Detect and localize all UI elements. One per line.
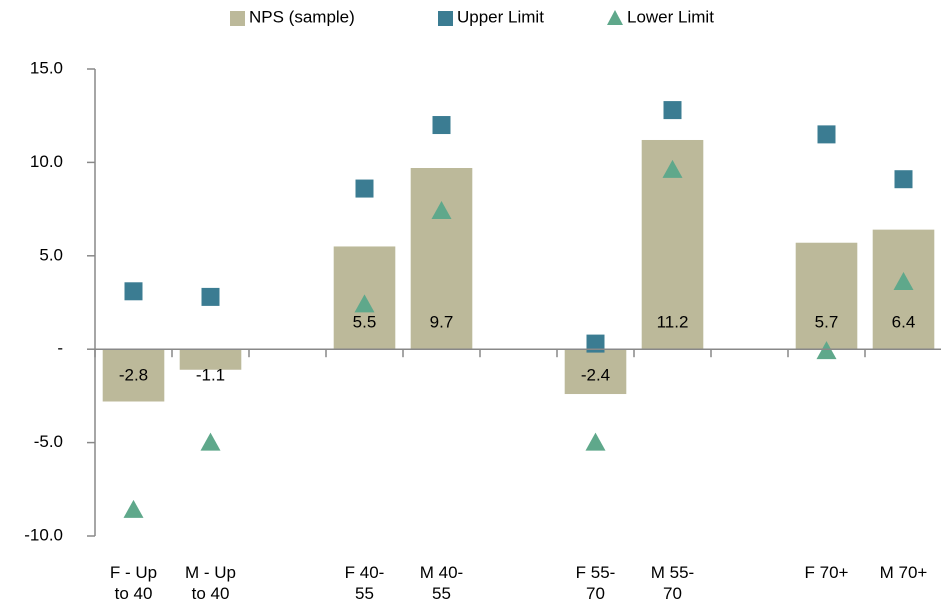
lower-marker [662, 159, 683, 178]
lower-marker [431, 200, 452, 219]
x-tick-label: F - Up to 40 [109, 563, 158, 603]
upper-marker [201, 287, 220, 306]
lower-marker [585, 432, 606, 451]
data-label: 9.7 [430, 313, 454, 332]
legend-label: NPS (sample) [249, 7, 355, 26]
legend-swatch [438, 11, 453, 26]
y-tick-label: 15.0 [30, 58, 63, 77]
upper-marker [432, 116, 451, 135]
bar [795, 242, 858, 350]
y-tick-label: -10.0 [24, 525, 63, 544]
y-tick-label: - [57, 339, 63, 358]
upper-marker [355, 179, 374, 198]
y-tick-label: 5.0 [39, 245, 63, 264]
bar [564, 349, 627, 395]
upper-marker [124, 282, 143, 301]
x-tick-label: M - Up to 40 [185, 563, 236, 603]
bar [102, 349, 165, 402]
upper-marker [817, 125, 836, 144]
data-label: 5.5 [353, 313, 377, 332]
lower-marker [123, 499, 144, 518]
data-label: -1.1 [196, 366, 225, 385]
lower-marker [893, 271, 914, 290]
x-tick-label: F 40-55 [344, 563, 385, 603]
lower-marker [200, 432, 221, 451]
y-tick-label: -5.0 [34, 432, 63, 451]
upper-marker [663, 101, 682, 120]
data-label: 6.4 [892, 313, 916, 332]
legend-label: Lower Limit [627, 7, 714, 26]
legend-label: Upper Limit [457, 7, 544, 26]
data-label: 5.7 [815, 313, 839, 332]
bar [410, 168, 473, 350]
upper-marker [894, 170, 913, 189]
x-tick-label: F 55-70 [575, 563, 616, 603]
data-label: 11.2 [657, 313, 689, 332]
lower-marker [816, 341, 837, 360]
y-tick-label: 10.0 [30, 152, 63, 171]
data-label: -2.8 [119, 366, 148, 385]
x-tick-label: M 40-55 [419, 563, 464, 603]
lower-marker [354, 294, 375, 313]
bar [179, 349, 242, 370]
upper-marker [586, 334, 605, 353]
x-tick-label: M 55-70 [650, 563, 695, 603]
legend-swatch [230, 11, 245, 26]
data-label: -2.4 [581, 366, 610, 385]
legend-swatch [607, 10, 623, 25]
x-tick-label: M 70+ [879, 563, 928, 582]
x-tick-label: F 70+ [804, 563, 849, 582]
